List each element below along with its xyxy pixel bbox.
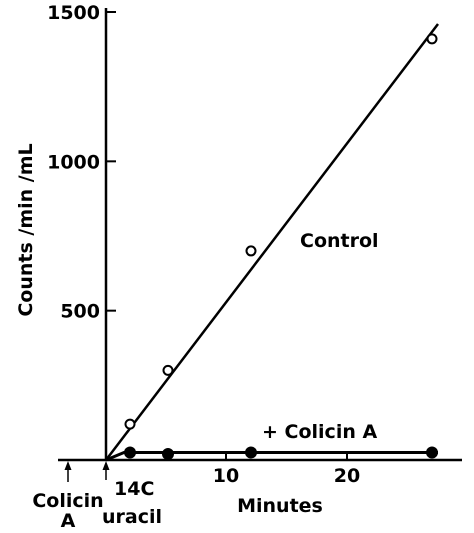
colicin-point bbox=[426, 446, 438, 459]
y-tick-label: 1500 bbox=[47, 2, 100, 24]
markers bbox=[124, 33, 438, 461]
control-point bbox=[426, 33, 438, 45]
y-axis-title: Counts /min /mL bbox=[15, 143, 37, 316]
axes bbox=[58, 8, 462, 462]
annotation-uracil-arrowhead bbox=[102, 461, 110, 470]
annotation-uracil-line2: uracil bbox=[102, 506, 162, 528]
annotation-colicin-a-arrowhead bbox=[64, 461, 72, 470]
annotation-uracil-line1: 14C bbox=[114, 478, 154, 500]
colicin-point bbox=[162, 448, 174, 461]
fit-lines bbox=[105, 23, 439, 462]
y-tick-label: 500 bbox=[60, 301, 100, 323]
annotation-uracil: 14C uracil bbox=[102, 461, 162, 528]
control-point bbox=[124, 418, 136, 430]
fit-line-control bbox=[105, 23, 439, 461]
control-point bbox=[245, 245, 257, 257]
colicin-point bbox=[124, 446, 136, 459]
control-point bbox=[162, 364, 174, 376]
annotation-colicin-a: Colicin A bbox=[32, 461, 104, 532]
ticks: 500 1000 1500 10 20 bbox=[47, 2, 360, 487]
x-tick-label: 20 bbox=[334, 465, 360, 487]
colicin-point bbox=[245, 446, 257, 459]
series-label-colicin: + Colicin A bbox=[262, 421, 377, 443]
y-tick-label: 1000 bbox=[47, 151, 100, 173]
series-label-control: Control bbox=[300, 230, 379, 252]
annotation-colicin-a-line1: Colicin bbox=[32, 490, 103, 512]
x-tick-label: 10 bbox=[213, 465, 239, 487]
annotation-colicin-a-line2: A bbox=[61, 510, 76, 532]
x-axis-title: Minutes bbox=[237, 495, 323, 517]
